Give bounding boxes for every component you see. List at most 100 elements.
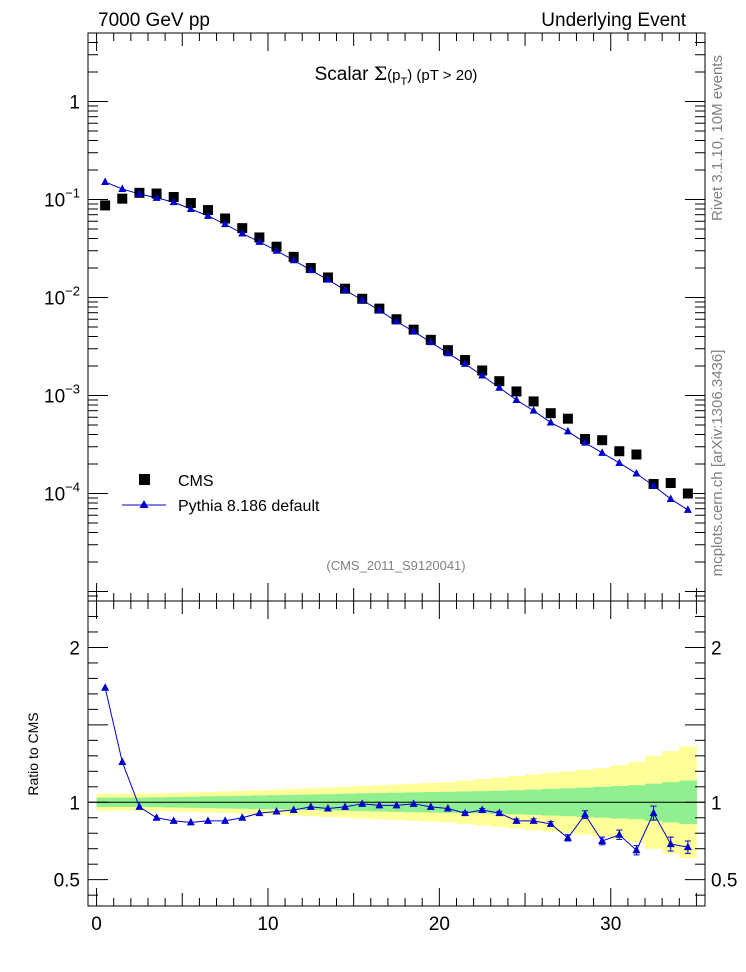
main-y-tick-label: 10−2 — [44, 284, 80, 310]
ratio-point — [461, 808, 470, 817]
source-label: mcplots.cern.ch [arXiv:1306.3436] — [709, 350, 726, 577]
pythia-point — [529, 406, 538, 414]
ratio-point — [101, 683, 110, 691]
pythia-point — [101, 177, 110, 185]
ratio-point — [221, 816, 230, 824]
cms-point — [220, 213, 231, 224]
pythia-point — [203, 211, 212, 219]
ratio-point — [443, 803, 452, 812]
rivet-version-label: Rivet 3.1.10, 10M events — [709, 55, 726, 221]
pythia-point — [426, 337, 435, 346]
cms-point — [682, 488, 693, 499]
cms-point — [545, 408, 556, 419]
pythia-point — [272, 246, 281, 254]
main-y-tick-labels: 1 10−1 10−2 10−3 10−4 — [44, 92, 80, 505]
pythia-point — [409, 326, 418, 335]
ratio-y-tick-label-right: 0.5 — [711, 871, 737, 892]
main-panel: 1 10−1 10−2 10−3 10−4 Scalar Σ(pT) (pT > 20)… — [44, 32, 706, 602]
pythia-point — [221, 219, 230, 228]
ratio-point — [152, 813, 161, 821]
x-tick-label: 10 — [257, 914, 278, 935]
cms-point — [631, 449, 642, 460]
pythia-point — [495, 383, 504, 391]
ratio-point — [323, 803, 332, 812]
main-series — [100, 177, 693, 513]
pythia-point — [666, 494, 675, 502]
main-axis-ticks — [88, 32, 705, 602]
pythia-point — [152, 193, 161, 201]
pythia-point — [238, 228, 247, 237]
ratio-point — [409, 799, 418, 807]
pythia-point — [341, 285, 350, 294]
ratio-point — [169, 816, 178, 824]
pythia-point — [649, 481, 658, 489]
main-y-tick-label: 10−4 — [44, 480, 80, 506]
ratio-point — [581, 810, 590, 818]
pythia-point — [135, 189, 144, 197]
ratio-y-tick-labels: 2 2 1 1 0.5 0.5 — [54, 638, 738, 891]
pythia-point — [306, 265, 315, 274]
ratio-point — [478, 805, 487, 814]
legend-marker-pythia — [139, 500, 149, 508]
pythia-point — [186, 204, 195, 212]
cms-point — [614, 446, 625, 457]
header-right: Underlying Event — [541, 10, 686, 31]
main-y-tick-label: 1 — [69, 92, 80, 113]
pythia-point — [461, 359, 470, 367]
ratio-point — [306, 802, 315, 810]
pythia-point — [118, 184, 127, 192]
pythia-point — [443, 348, 452, 357]
ratio-point — [272, 807, 281, 815]
chart-title: Scalar Σ(pT) (pT > 20) — [315, 63, 478, 88]
ratio-point — [546, 819, 555, 827]
legend: CMS Pythia 8.186 default — [122, 473, 320, 515]
ratio-point — [632, 845, 641, 854]
legend-marker-cms — [139, 474, 150, 485]
pythia-point — [632, 468, 641, 477]
cms-point — [511, 386, 522, 397]
cms-point — [597, 435, 608, 446]
cms-point — [562, 413, 573, 424]
x-tick-labels: 0 10 20 30 — [91, 914, 621, 935]
cms-point — [185, 198, 196, 209]
cms-point — [100, 200, 111, 211]
ratio-point — [615, 830, 624, 838]
ratio-y-tick-label-right: 2 — [711, 638, 722, 659]
ratio-point — [495, 808, 504, 817]
ratio-point — [683, 842, 692, 851]
ratio-point — [135, 802, 144, 810]
ratio-y-tick-label-left: 2 — [69, 638, 80, 659]
pythia-line — [104, 181, 689, 511]
cms-point — [168, 192, 179, 203]
ratio-point — [563, 833, 572, 841]
ratio-y-tick-label-right: 1 — [711, 793, 722, 814]
ratio-point — [512, 816, 521, 824]
main-y-tick-label: 10−3 — [44, 382, 80, 408]
ratio-point — [238, 813, 247, 821]
pythia-point — [169, 197, 178, 206]
analysis-watermark: (CMS_2011_S9120041) — [326, 558, 465, 573]
pythia-point — [358, 295, 367, 304]
pythia-point — [598, 448, 607, 456]
x-tick-label: 0 — [91, 914, 102, 935]
ratio-point — [598, 836, 607, 844]
ratio-point — [289, 805, 298, 814]
pythia-point — [478, 370, 487, 379]
cms-point — [117, 193, 128, 204]
header-left: 7000 GeV pp — [98, 10, 210, 31]
ratio-point — [666, 839, 675, 848]
ratio-point — [426, 802, 435, 810]
ratio-y-axis-label: Ratio to CMS — [25, 712, 41, 795]
ratio-y-tick-label-left: 1 — [69, 793, 80, 814]
ratio-panel: 2 2 1 1 0.5 0.5 0 10 20 30 Ratio to CMS — [25, 600, 738, 935]
cms-point — [237, 223, 248, 234]
pythia-point — [563, 426, 572, 435]
pythia-point — [323, 275, 332, 283]
pythia-point — [683, 505, 692, 513]
pythia-point — [392, 316, 401, 325]
pythia-point — [375, 305, 384, 314]
ratio-series — [101, 683, 692, 856]
ratio-point — [341, 802, 350, 810]
ratio-point — [529, 816, 538, 824]
pythia-point — [581, 438, 590, 446]
